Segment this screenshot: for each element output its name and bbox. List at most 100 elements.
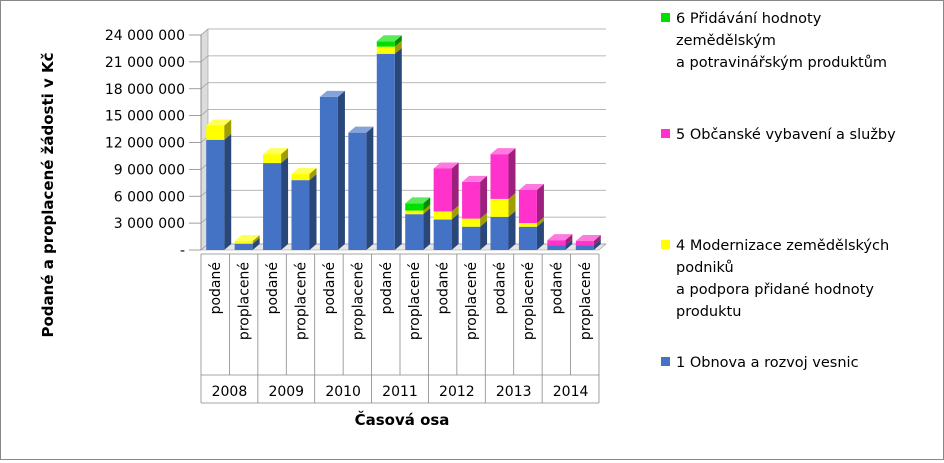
bar-front	[405, 214, 424, 250]
y-axis: - 3 000 000 6 000 000 9 000 000 12 000 000 15…	[105, 28, 202, 259]
y-tick-label: -	[180, 243, 185, 259]
bar-side	[508, 210, 516, 250]
bar-segment	[405, 197, 431, 211]
x-axis-label: Časová osa	[355, 410, 450, 429]
x-category-label: podané	[436, 262, 452, 314]
x-category-label: podané	[322, 262, 338, 314]
bar-side	[508, 192, 516, 217]
x-category-label: podané	[549, 262, 565, 314]
y-tick-label: 6 000 000	[114, 189, 185, 205]
bar-segment	[405, 208, 431, 250]
bar-segment	[547, 239, 573, 250]
x-axis: podané proplacené podané proplacené podané pr…	[200, 253, 600, 404]
bar-top	[376, 35, 402, 42]
x-category-label: proplacené	[407, 262, 423, 340]
x-category-label: proplacené	[237, 262, 253, 340]
bar-side	[423, 204, 431, 215]
bar-front	[376, 46, 395, 54]
bar-front	[518, 223, 537, 227]
bar-front	[291, 173, 310, 181]
x-year-label: 2008	[212, 384, 248, 400]
legend-label: 6 Přidávání hodnoty	[676, 11, 822, 27]
x-category-label: podané	[493, 262, 509, 314]
y-tick-label: 24 000 000	[105, 28, 185, 44]
bar-front	[547, 240, 566, 246]
x-year-label: 2011	[382, 384, 418, 400]
legend-item: 4 Modernizace zemědělských podniků a podpo…	[661, 238, 889, 320]
bar-side	[423, 208, 431, 250]
bar-side	[394, 35, 402, 47]
bar-segment	[405, 204, 431, 215]
bar-side	[281, 157, 289, 250]
bar-front	[234, 241, 253, 244]
bar-front	[575, 245, 594, 250]
y-axis-label: Podané a proplacené žádosti v Kč	[39, 52, 57, 337]
bar-side	[451, 162, 459, 212]
bar-segment	[206, 133, 232, 250]
bar-front	[405, 203, 424, 211]
bar-front	[433, 211, 452, 220]
bar-segment	[518, 220, 544, 250]
legend-item: 5 Občanské vybavení a služby	[661, 127, 896, 143]
bar-side	[565, 239, 573, 250]
bar-segment	[234, 235, 260, 244]
bar-side	[394, 40, 402, 54]
legend-item: 1 Obnova a rozvoj vesnic	[661, 355, 859, 371]
bar-side	[508, 148, 516, 199]
y-tick-label: 18 000 000	[105, 82, 185, 98]
bar-side	[224, 133, 232, 250]
bar-segment	[376, 47, 402, 250]
legend-swatch	[661, 13, 670, 22]
bar-side	[337, 90, 345, 250]
x-year-label: 2012	[439, 384, 475, 400]
bar-segment	[319, 90, 345, 250]
bar-front	[518, 189, 537, 224]
bar-segment	[518, 217, 544, 227]
bar-side	[224, 119, 232, 140]
x-category-label: proplacené	[578, 262, 594, 340]
legend-swatch	[661, 129, 670, 138]
x-category-label: proplacené	[464, 262, 480, 340]
bar-front	[462, 218, 481, 227]
bar-segment	[234, 237, 260, 250]
bar-front	[376, 53, 395, 250]
legend-label: a potravinářským produktům	[676, 55, 887, 71]
legend-label: 1 Obnova a rozvoj vesnic	[676, 355, 859, 371]
bar-segment	[376, 35, 402, 47]
bar-top	[490, 148, 516, 155]
x-year-label: 2014	[553, 384, 589, 400]
bar-front	[490, 154, 509, 199]
bar-segment	[263, 157, 289, 250]
bar-side	[480, 175, 488, 219]
x-category-label: proplacené	[350, 262, 366, 340]
bar-front	[518, 226, 537, 250]
bar-side	[593, 239, 601, 250]
bar-top	[575, 235, 601, 242]
bar-top	[462, 175, 488, 182]
bar-side	[366, 126, 374, 250]
bar-top	[206, 119, 232, 126]
y-tick-label: 9 000 000	[114, 162, 185, 178]
legend-label: 5 Občanské vybavení a služby	[676, 127, 896, 143]
bar-segment	[490, 210, 516, 250]
bar-top	[291, 167, 317, 174]
bar-front	[575, 241, 594, 246]
gridline	[200, 82, 606, 90]
gridline	[200, 109, 606, 116]
x-category-label: proplacené	[294, 262, 310, 340]
bar-top	[263, 148, 289, 155]
bar-segment	[462, 175, 488, 219]
bar-front	[263, 163, 282, 250]
gridline	[200, 55, 606, 63]
bar-front	[462, 181, 481, 219]
bar-segment	[433, 205, 459, 220]
bar-side	[394, 47, 402, 250]
y-tick-label: 21 000 000	[105, 55, 185, 71]
gridline	[200, 28, 606, 36]
x-year-label: 2009	[268, 384, 304, 400]
bar-side	[565, 234, 573, 246]
bar-side	[252, 235, 260, 244]
bar-top	[319, 90, 345, 97]
bar-front	[291, 180, 310, 250]
